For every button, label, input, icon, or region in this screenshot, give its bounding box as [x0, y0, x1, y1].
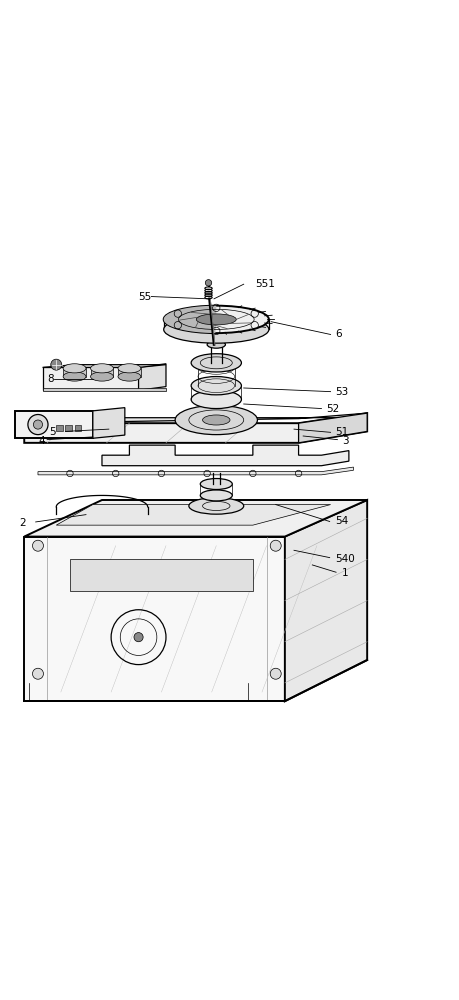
Text: 54: 54: [335, 516, 347, 526]
Text: 55: 55: [138, 292, 151, 302]
Ellipse shape: [63, 364, 86, 373]
Text: 540: 540: [335, 554, 354, 564]
Ellipse shape: [207, 341, 225, 348]
Ellipse shape: [200, 490, 232, 501]
Polygon shape: [42, 365, 166, 367]
Polygon shape: [56, 505, 330, 525]
Polygon shape: [15, 411, 93, 438]
Polygon shape: [24, 413, 366, 423]
Polygon shape: [63, 368, 86, 377]
Polygon shape: [38, 467, 353, 475]
Polygon shape: [24, 537, 284, 701]
Ellipse shape: [191, 354, 241, 372]
Ellipse shape: [191, 390, 241, 409]
Text: 52: 52: [325, 404, 339, 414]
Polygon shape: [90, 368, 113, 377]
Polygon shape: [24, 413, 366, 443]
Ellipse shape: [118, 372, 140, 381]
Ellipse shape: [196, 314, 236, 325]
Polygon shape: [163, 306, 216, 333]
Text: 51: 51: [335, 427, 347, 437]
Ellipse shape: [90, 372, 113, 381]
Polygon shape: [138, 364, 166, 390]
Polygon shape: [42, 388, 166, 391]
Ellipse shape: [191, 377, 241, 395]
Circle shape: [28, 414, 48, 435]
Polygon shape: [284, 500, 366, 701]
Polygon shape: [298, 413, 366, 443]
Polygon shape: [56, 425, 63, 431]
Ellipse shape: [63, 372, 86, 381]
Polygon shape: [70, 559, 252, 591]
Text: 8: 8: [47, 374, 54, 384]
Text: 3: 3: [341, 436, 348, 446]
Text: 6: 6: [335, 329, 341, 339]
Text: 551: 551: [255, 279, 274, 289]
Circle shape: [34, 420, 42, 429]
Text: 4: 4: [38, 436, 45, 446]
Ellipse shape: [175, 405, 257, 435]
Text: 5: 5: [49, 427, 56, 437]
Polygon shape: [93, 408, 124, 438]
Circle shape: [205, 280, 211, 286]
Circle shape: [269, 540, 280, 551]
Ellipse shape: [163, 306, 268, 333]
Text: 2: 2: [20, 518, 26, 528]
Ellipse shape: [202, 415, 230, 425]
Polygon shape: [24, 500, 366, 537]
Polygon shape: [42, 367, 138, 390]
Polygon shape: [118, 368, 140, 377]
Ellipse shape: [189, 498, 243, 514]
Circle shape: [33, 668, 43, 679]
Text: 1: 1: [341, 568, 348, 578]
Ellipse shape: [163, 316, 268, 343]
Ellipse shape: [200, 479, 232, 489]
Circle shape: [33, 540, 43, 551]
Circle shape: [134, 633, 143, 642]
Circle shape: [50, 359, 62, 370]
Ellipse shape: [90, 364, 113, 373]
Polygon shape: [102, 445, 348, 466]
Polygon shape: [74, 425, 81, 431]
Ellipse shape: [118, 364, 140, 373]
Circle shape: [269, 668, 280, 679]
Text: 53: 53: [335, 387, 347, 397]
Polygon shape: [65, 425, 72, 431]
